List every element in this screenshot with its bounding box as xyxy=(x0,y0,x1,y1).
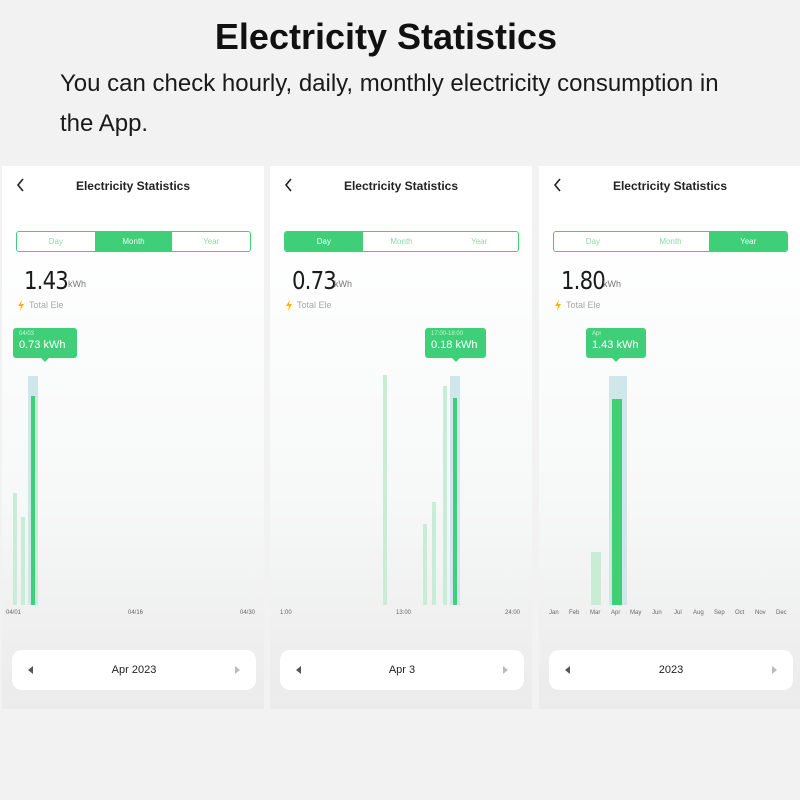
lightning-icon xyxy=(18,300,24,311)
x-axis-label: Apr xyxy=(611,610,621,616)
usage-chart: 04/03 0.73 kWh 04/01 04/16 04/30 xyxy=(2,326,264,626)
tab-year[interactable]: Year xyxy=(709,232,787,251)
phone-screen-month: Electricity Statistics Day Month Year 1.… xyxy=(2,166,264,709)
period-label: 2023 xyxy=(658,664,684,676)
lightning-icon xyxy=(555,300,561,311)
page-description: You can check hourly, daily, monthly ele… xyxy=(60,70,719,137)
period-label: Apr 3 xyxy=(388,664,416,676)
x-axis-label: Aug xyxy=(693,610,704,616)
total-consumption-label: Total Ele xyxy=(566,300,601,310)
chart-bar-selected[interactable] xyxy=(31,396,35,605)
page-heading: Electricity Statistics xyxy=(214,16,558,57)
x-axis-label: Sep xyxy=(714,610,725,616)
triangle-right-icon[interactable] xyxy=(503,666,508,674)
chart-bar[interactable] xyxy=(443,386,447,605)
chart-bar[interactable] xyxy=(432,502,436,605)
total-consumption-unit: kWh xyxy=(334,279,352,289)
lightning-icon xyxy=(286,300,292,311)
tooltip-value: 0.18 kWh xyxy=(431,339,478,351)
usage-chart: Apr 1.43 kWh Jan Feb Mar Apr May Jun Jul… xyxy=(539,326,800,626)
period-tabs: Day Month Year xyxy=(553,231,788,252)
x-axis-label: 04/16 xyxy=(128,610,144,616)
x-axis-label: 04/30 xyxy=(240,610,256,616)
chevron-left-icon[interactable] xyxy=(551,176,565,194)
x-axis-label: Dec xyxy=(776,610,787,616)
top-bar: Electricity Statistics xyxy=(539,166,800,206)
x-axis-label: Nov xyxy=(755,610,766,616)
phone-screen-year: Electricity Statistics Day Month Year 1.… xyxy=(539,166,800,709)
screen-title: Electricity Statistics xyxy=(612,179,728,193)
tab-day[interactable]: Day xyxy=(285,232,363,251)
total-consumption-value: 1.43 xyxy=(24,266,69,295)
total-consumption-label: Total Ele xyxy=(297,300,332,310)
x-axis-label: Feb xyxy=(569,610,580,616)
chart-bar[interactable] xyxy=(591,552,601,605)
tab-day[interactable]: Day xyxy=(48,237,63,246)
total-consumption-label: Total Ele xyxy=(29,300,64,310)
triangle-left-icon[interactable] xyxy=(28,666,33,674)
tooltip-value: 1.43 kWh xyxy=(592,339,639,351)
phone-screen-day: Electricity Statistics Day Month Year 0.… xyxy=(270,166,532,709)
triangle-left-icon[interactable] xyxy=(296,666,301,674)
chart-bar-selected[interactable] xyxy=(612,399,622,605)
x-axis-label: May xyxy=(630,610,642,616)
tooltip-date: 17:00-18:00 xyxy=(431,331,464,337)
tooltip-value: 0.73 kWh xyxy=(19,339,66,351)
chart-bar-selected[interactable] xyxy=(453,398,457,605)
chart-bar[interactable] xyxy=(21,517,25,605)
total-consumption-unit: kWh xyxy=(68,279,86,289)
tooltip-date: 04/03 xyxy=(19,331,35,337)
triangle-left-icon[interactable] xyxy=(565,666,570,674)
tab-year[interactable]: Year xyxy=(471,237,488,246)
x-axis-label: Jul xyxy=(674,610,682,616)
x-axis-label: 04/01 xyxy=(6,610,22,616)
chevron-left-icon[interactable] xyxy=(14,176,28,194)
x-axis-label: 13:00 xyxy=(396,610,412,616)
chevron-left-icon[interactable] xyxy=(282,176,296,194)
tooltip-date: Apr xyxy=(592,331,602,337)
x-axis-label: Jan xyxy=(549,610,559,616)
tab-day[interactable]: Day xyxy=(585,237,600,246)
top-bar: Electricity Statistics xyxy=(2,166,264,206)
x-axis-label: 24:00 xyxy=(505,610,521,616)
total-consumption-value: 0.73 xyxy=(292,266,337,295)
tab-year[interactable]: Year xyxy=(203,237,220,246)
period-navigator: Apr 3 xyxy=(280,650,524,690)
x-axis-label: 1:00 xyxy=(280,610,292,616)
usage-chart: 17:00-18:00 0.18 kWh 1:00 13:00 24:00 xyxy=(270,326,532,626)
x-axis-label: Mar xyxy=(590,610,601,616)
top-bar: Electricity Statistics xyxy=(270,166,532,206)
chart-bar[interactable] xyxy=(13,493,17,605)
screen-title: Electricity Statistics xyxy=(343,179,459,193)
chart-bar[interactable] xyxy=(423,524,427,605)
total-consumption-value: 1.80 xyxy=(561,266,606,295)
tab-month[interactable]: Month xyxy=(94,232,173,251)
x-axis-label: Oct xyxy=(735,610,745,616)
chart-bar[interactable] xyxy=(383,375,387,605)
period-tabs: Day Month Year xyxy=(284,231,519,252)
period-navigator: 2023 xyxy=(549,650,793,690)
period-navigator: Apr 2023 xyxy=(12,650,256,690)
period-label: Apr 2023 xyxy=(111,664,157,676)
screen-title: Electricity Statistics xyxy=(75,179,191,193)
chart-tooltip: 17:00-18:00 0.18 kWh xyxy=(425,328,486,362)
triangle-right-icon[interactable] xyxy=(235,666,240,674)
triangle-right-icon[interactable] xyxy=(772,666,777,674)
total-consumption-unit: kWh xyxy=(603,279,621,289)
chart-tooltip: Apr 1.43 kWh xyxy=(586,328,646,362)
period-tabs: Day Month Year xyxy=(16,231,251,252)
tab-month[interactable]: Month xyxy=(390,237,413,246)
tab-month[interactable]: Month xyxy=(659,237,682,246)
chart-tooltip: 04/03 0.73 kWh xyxy=(13,328,77,362)
x-axis-label: Jun xyxy=(652,610,662,616)
